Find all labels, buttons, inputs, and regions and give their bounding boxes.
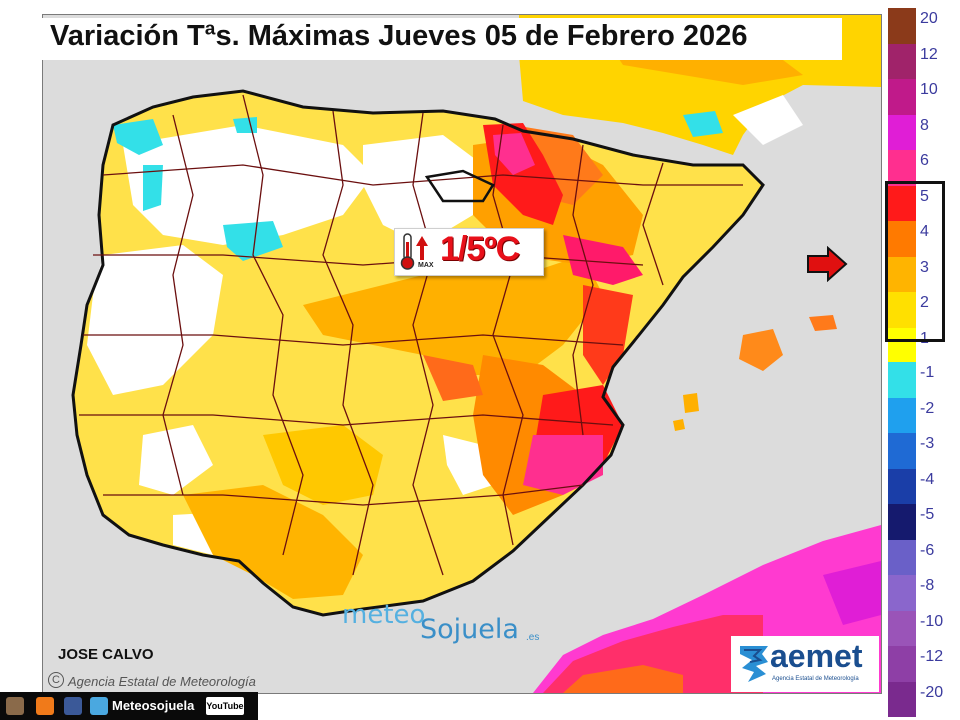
balearic-islands [739,329,783,371]
arrow-right-icon [807,246,848,282]
legend-swatch [888,681,916,717]
legend-highlight-box [885,181,945,342]
legend-label: 8 [920,116,929,134]
iberia-map [71,15,881,693]
copyright-icon: C [48,672,64,688]
aemet-subtitle: Agencia Estatal de Meteorología [772,676,859,682]
legend-label: -20 [920,683,944,701]
legend-label: 20 [920,10,938,27]
instagram-icon[interactable] [6,697,24,715]
legend-swatch [888,468,916,504]
author-credit: JOSE CALVO [58,646,154,663]
legend-label: -10 [920,612,944,630]
agency-note: Agencia Estatal de Meteorología [68,674,256,689]
thermometer-label: MAX [418,262,434,269]
legend-label: 4 [920,223,929,240]
legend-label: 2 [920,294,929,311]
brand-sojuela: Sojuela [420,614,519,645]
legend-swatch [888,256,916,292]
legend-swatch [888,114,916,150]
legend-label: -12 [920,648,944,665]
legend-label: -4 [920,470,935,488]
legend-swatch [888,646,916,682]
map-title: Variación Tªs. Máximas Jueves 05 de Febr… [50,20,748,52]
legend-swatch [888,327,916,363]
legend-label: -6 [920,541,935,559]
legend-swatch [888,539,916,575]
thermometer-up-icon [400,233,428,270]
legend-swatch [888,504,916,540]
legend-swatch [888,185,916,221]
brand-suffix: .es [526,632,540,643]
legend-label: 12 [920,45,938,63]
youtube-icon[interactable]: YouTube [206,697,244,715]
province-borders [79,94,743,576]
legend-swatch [888,79,916,115]
legend-label: -1 [920,364,935,381]
legend-swatch [888,221,916,257]
aemet-emblem-icon [740,646,768,682]
legend-label: -5 [920,506,935,523]
legend-label: 6 [920,152,929,169]
legend-swatch [888,292,916,328]
facebook-icon[interactable] [64,697,82,715]
legend-swatch [888,362,916,398]
legend-swatch [888,575,916,611]
legend-label: 10 [920,81,938,98]
legend-label: 5 [920,187,929,205]
legend-label: -8 [920,577,935,594]
legend-label: 3 [920,258,929,276]
legend-label: 1 [920,329,929,347]
title-background [42,18,842,60]
legend-label: -3 [920,435,935,452]
annotation-box [394,228,544,276]
map-frame [42,14,882,694]
aemet-wordmark: aemet [770,638,863,674]
blogger-icon[interactable] [36,697,54,715]
legend-swatch [888,433,916,469]
legend-swatch [888,43,916,79]
social-handle[interactable]: Meteosojuela [112,698,195,713]
legend-swatch [888,397,916,433]
legend-swatch [888,610,916,646]
annotation-value: 1/5ºC [440,230,520,268]
legend-label: -2 [920,399,935,417]
twitter-icon[interactable] [90,697,108,715]
legend-swatch [888,150,916,186]
brand-meteo: meteo [342,600,426,630]
legend-swatch [888,8,916,44]
